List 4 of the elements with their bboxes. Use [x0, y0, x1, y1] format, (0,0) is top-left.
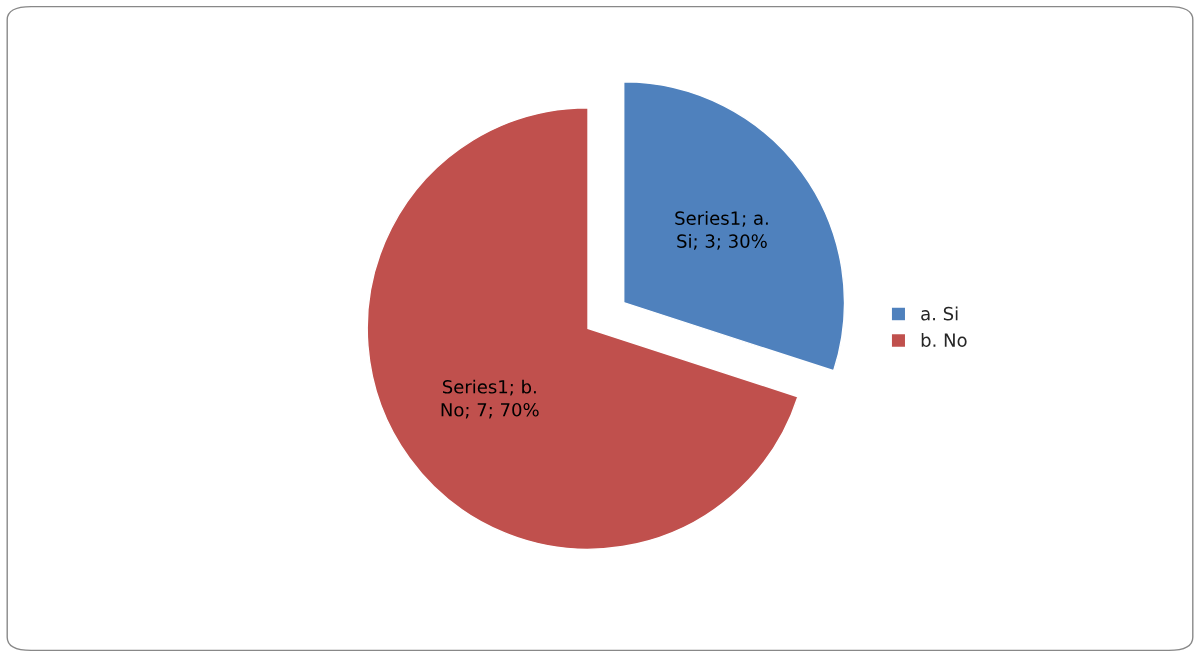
data-label: Series1; b. No; 7; 70% [441, 379, 539, 419]
legend-label: b. No [921, 333, 967, 347]
data-label: Series1; a. Si; 3; 30% [675, 210, 768, 250]
legend-label: a. Si [921, 306, 958, 321]
